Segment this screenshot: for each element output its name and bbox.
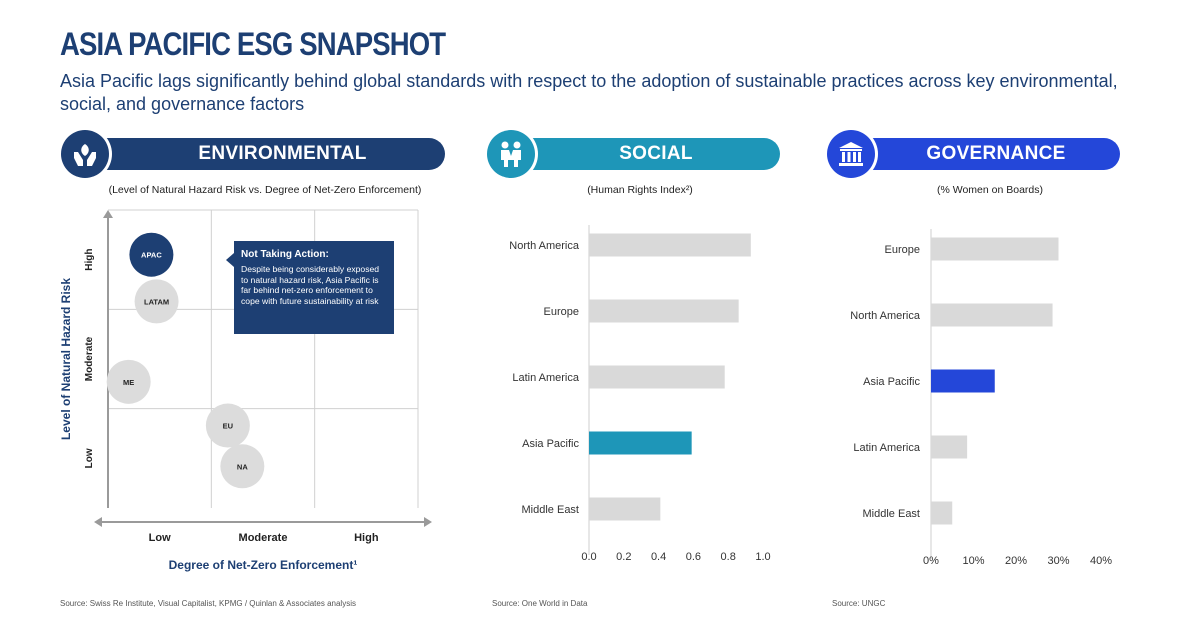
x-tick-label: 0% [923,555,939,567]
governance-source: Source: UNGC [832,599,886,608]
bar-category-label: North America [509,240,580,252]
social-banner-label: SOCIAL [619,143,693,164]
bubble-eu [205,403,250,448]
bar-category-label: Europe [544,306,579,318]
y-axis-title: Level of Natural Hazard Risk [59,278,73,440]
environmental-icon-circle [58,127,112,181]
bar-north-america [589,233,751,257]
bar-asia-pacific [589,431,692,455]
bar-category-label: Latin America [853,442,921,454]
hands-leaf-icon [74,144,96,166]
bar-category-label: Middle East [522,504,579,516]
bubble-me [106,359,151,404]
bubble-latam [134,279,179,324]
social-icon-circle [484,127,538,181]
x-tick-label: 0.0 [581,551,596,563]
x-tick-label: 30% [1047,555,1069,567]
bubble-label: ME [123,378,134,387]
social-banner: SOCIAL [512,138,780,170]
x-tick-label: 1.0 [755,551,770,563]
bubble-label: LATAM [144,297,169,306]
bar-europe [589,299,739,323]
callout-body: Despite being considerably exposed to na… [241,264,380,306]
environmental-subtitle: (Level of Natural Hazard Risk vs. Degree… [108,184,422,196]
bar-category-label: North America [850,310,921,322]
bar-middle-east [931,501,953,525]
bubble-label: EU [223,422,233,431]
bar-middle-east [589,497,661,521]
y-tick-label: High [84,249,95,271]
governance-icon-circle [824,127,878,181]
bar-north-america [931,303,1053,327]
institution-building-icon [839,142,863,166]
governance-subtitle: (% Women on Boards) [936,184,1043,196]
y-axis-arrow [103,210,113,218]
governance-banner: GOVERNANCE [852,138,1120,170]
bar-category-label: Asia Pacific [863,376,920,388]
social-source: Source: One World in Data [492,599,588,608]
environmental-source: Source: Swiss Re Institute, Visual Capit… [60,599,356,608]
bar-category-label: Latin America [512,372,580,384]
bar-europe [931,237,1059,261]
bar-latin-america [931,435,968,459]
bar-asia-pacific [931,369,995,393]
x-axis-title: Degree of Net-Zero Enforcement¹ [169,558,358,572]
callout-pointer [226,253,234,267]
bar-category-label: Middle East [863,508,920,520]
environmental-banner-label: ENVIRONMENTAL [198,143,367,164]
page-title: ASIA PACIFIC ESG SNAPSHOT [60,26,446,62]
x-tick-label: 0.6 [686,551,701,563]
x-tick-label: Moderate [239,532,288,544]
bar-category-label: Europe [885,244,920,256]
social-subtitle: (Human Rights Index²) [587,184,693,196]
bar-latin-america [589,365,725,389]
apac-callout: Not Taking Action: Despite being conside… [226,241,394,334]
bar-category-label: Asia Pacific [522,438,579,450]
x-tick-label: 40% [1090,555,1112,567]
x-tick-label: 0.8 [721,551,736,563]
bubble-label: NA [237,462,248,471]
y-tick-label: Moderate [84,336,95,381]
x-axis-arrow-right [424,517,432,527]
environmental-banner: ENVIRONMENTAL [90,138,445,170]
y-tick-label: Low [84,448,95,468]
governance-banner-label: GOVERNANCE [926,143,1066,164]
x-tick-label: High [354,532,379,544]
bubble-na [220,444,265,489]
x-tick-label: 0.2 [616,551,631,563]
x-axis-arrow-left [94,517,102,527]
x-tick-label: 20% [1005,555,1027,567]
callout-title: Not Taking Action: [241,249,329,260]
x-tick-label: Low [149,532,171,544]
bubble-apac [129,232,174,277]
x-tick-label: 0.4 [651,551,666,563]
page-subtitle: Asia Pacific lags significantly behind g… [60,71,1118,114]
x-tick-label: 10% [962,555,984,567]
bubble-label: APAC [141,251,162,260]
people-handshake-icon [501,141,521,167]
